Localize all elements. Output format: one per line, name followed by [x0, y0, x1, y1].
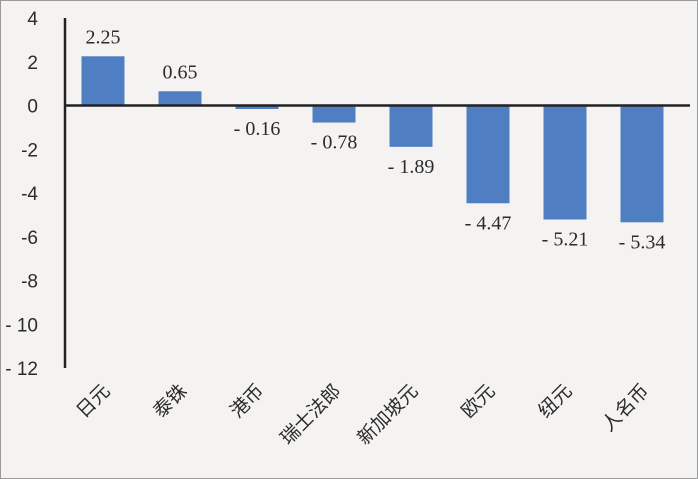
data-label: - 5.21 [542, 228, 589, 250]
x-category-label: 日元 [72, 380, 114, 422]
bar-4 [312, 105, 356, 123]
x-category-label: 瑞士法郎 [276, 380, 345, 449]
bar-5 [389, 105, 433, 147]
bar-7 [543, 105, 587, 220]
x-category-label: 港币 [226, 380, 268, 422]
x-category-label: 欧元 [457, 380, 499, 422]
y-tick-label: -8 [21, 272, 38, 293]
y-tick-label: - 10 [5, 315, 38, 336]
x-category-label: 人名币 [598, 380, 654, 436]
data-label: - 1.89 [388, 156, 435, 178]
y-tick-label: 0 [27, 97, 38, 118]
y-tick-label: -6 [21, 228, 38, 249]
bar-6 [466, 105, 510, 204]
x-category-label: 新加坡元 [353, 380, 422, 449]
bar-1 [81, 56, 125, 106]
data-label: - 0.78 [311, 132, 358, 154]
y-tick-label: 4 [27, 9, 38, 30]
data-label: - 0.16 [234, 118, 281, 140]
data-label: 2.25 [86, 26, 121, 48]
data-label: 0.65 [163, 61, 198, 83]
bar-8 [620, 105, 664, 223]
x-category-label: 纽元 [534, 380, 576, 422]
y-tick-label: - 12 [5, 359, 38, 380]
y-tick-label: -2 [21, 140, 38, 161]
data-label: - 5.34 [619, 231, 666, 253]
data-label: - 4.47 [465, 212, 512, 234]
bar-3 [235, 105, 279, 109]
y-tick-label: 2 [27, 53, 38, 74]
bar-2 [158, 91, 202, 106]
x-category-label: 泰铢 [149, 380, 191, 422]
y-tick-label: -4 [21, 184, 38, 205]
